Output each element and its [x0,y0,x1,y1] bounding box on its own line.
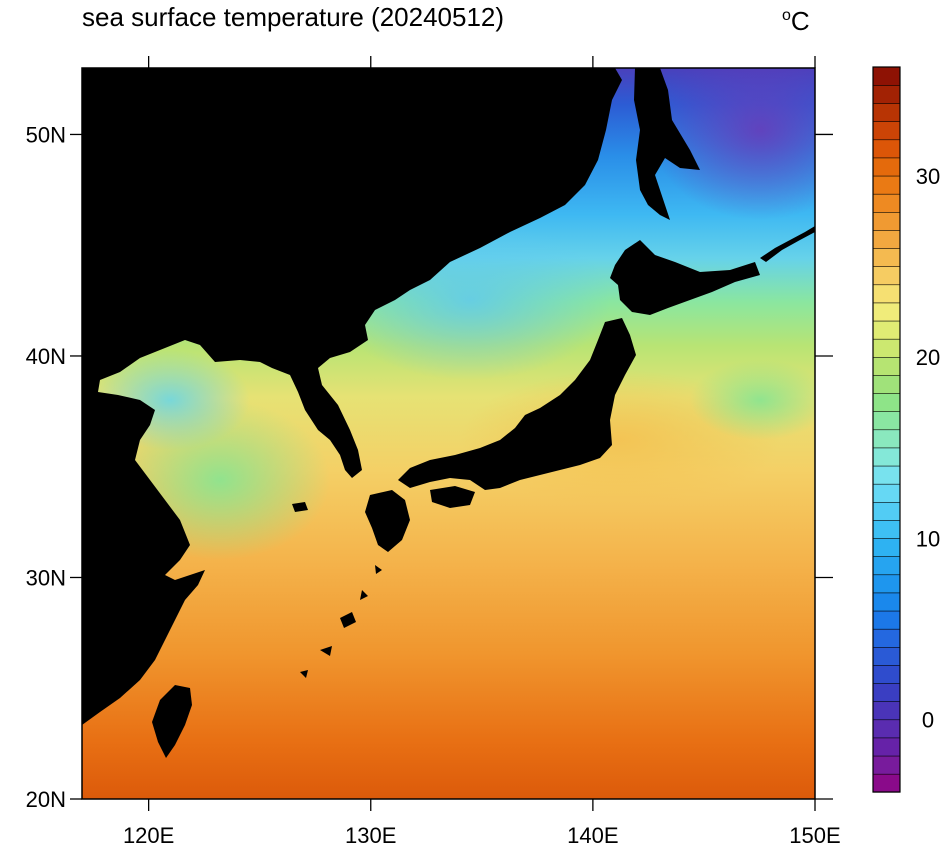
unit-letter: C [791,6,810,36]
colorbar-segment [872,737,901,757]
oyashio-cool-water [690,360,815,440]
lat-tick-label: 20N [26,787,66,812]
colorbar-tick-label: 30 [916,164,940,189]
colorbar-segment [872,701,901,721]
colorbar-segment [872,519,901,539]
colorbar-segment [872,356,901,376]
colorbar-segment [872,320,901,340]
colorbar-segment [872,755,901,775]
colorbar-segment [872,592,901,612]
colorbar-segment [872,429,901,449]
colorbar-segment [872,682,901,702]
colorbar-segment [872,284,901,304]
lon-tick-label: 130E [345,823,396,848]
colorbar-segment [872,229,901,249]
land-shikoku [430,486,475,508]
land-hokkaido [610,240,760,315]
land-asia-mainland [82,68,622,725]
land-sakhalin [634,68,700,220]
colorbar-segment [872,411,901,431]
colorbar-segment [872,302,901,322]
land-ryukyu-islands [300,565,382,678]
lon-tick-label: 150E [789,823,840,848]
lat-tick-label: 50N [26,122,66,147]
lat-tick-label: 30N [26,565,66,590]
colorbar-segment [872,338,901,358]
colorbar-segment [872,266,901,286]
colorbar-segment [872,483,901,503]
colorbar-segment [872,66,901,86]
north-pacific-cold-tongue [650,68,815,220]
colorbar-segment [872,574,901,594]
colorbar-segment [872,664,901,684]
colorbar-segment [872,139,901,159]
colorbar-segment [872,610,901,630]
colorbar-tick-label: 20 [916,345,940,370]
colorbar-segment [872,84,901,104]
land-honshu [398,318,636,490]
colorbar-segment [872,193,901,213]
colorbar-segment [872,121,901,141]
colorbar-segment [872,719,901,739]
map-plot [82,68,815,799]
map-frame [81,67,816,800]
lon-tick-label: 120E [123,823,174,848]
colorbar-segment [872,247,901,267]
map-title: sea surface temperature (20240512) [82,2,504,32]
lon-tick-group: 120E 130E 140E 150E [123,56,841,848]
colorbar-segment [872,501,901,521]
unit-degree: o [782,7,791,24]
colorbar-segment [872,211,901,231]
land-kuril-islands [760,226,815,262]
lat-tick-label: 40N [26,344,66,369]
land-kyushu [365,490,410,552]
colorbar-segment [872,537,901,557]
colorbar-segment [872,102,901,122]
lon-tick-label: 140E [567,823,618,848]
colorbar-segment [872,465,901,485]
colorbar-segment [872,556,901,576]
colorbar-frame [872,66,901,793]
colorbar-tick-label: 10 [916,526,940,551]
colorbar-segment [872,646,901,666]
lat-tick-group: 20N 30N 40N 50N [26,122,833,812]
colorbar: 0 10 20 30 [872,66,940,793]
unit-label: oC [782,6,810,36]
colorbar-segment [872,175,901,195]
colorbar-segment [872,773,901,793]
land-taiwan [152,685,192,758]
colorbar-segment [872,392,901,412]
colorbar-segment [872,374,901,394]
land-korea-jeju [292,502,308,512]
colorbar-segment [872,628,901,648]
colorbar-tick-label: 0 [922,708,934,733]
colorbar-segment [872,447,901,467]
colorbar-segment [872,157,901,177]
